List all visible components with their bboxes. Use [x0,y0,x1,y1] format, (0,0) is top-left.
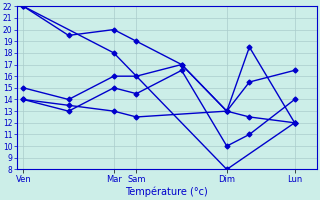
X-axis label: Température (°c): Température (°c) [125,187,208,197]
